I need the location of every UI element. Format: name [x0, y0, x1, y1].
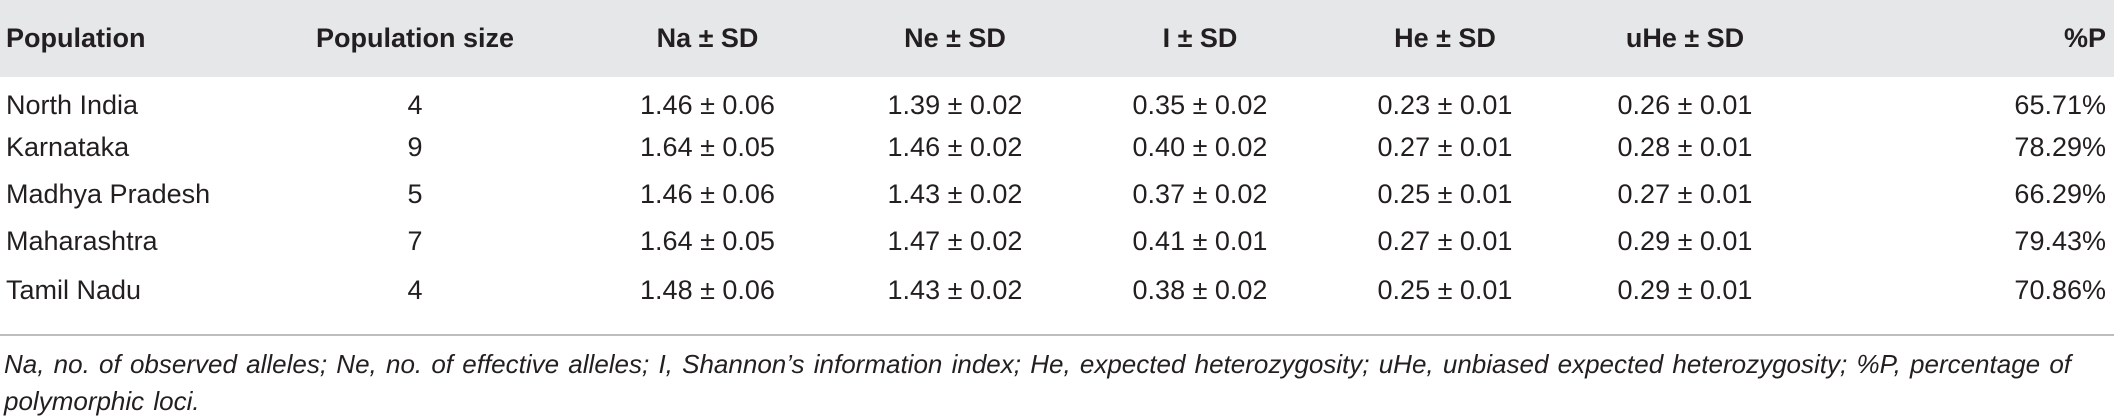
cell-population: North India: [6, 90, 139, 120]
cell-percent-p: 70.86%: [2014, 274, 2106, 305]
table-footnote: Na, no. of observed alleles; Ne, no. of …: [4, 349, 2072, 416]
cell-population-size: 5: [407, 179, 423, 209]
table-row: Tamil Nadu 4 1.48 ± 0.06 1.43 ± 0.02 0.3…: [0, 265, 2114, 315]
table-row: Karnataka 9 1.64 ± 0.05 1.46 ± 0.02 0.40…: [0, 124, 2114, 171]
header-uhe: uHe ± SD: [1625, 23, 1745, 53]
cell-uhe: 0.29 ± 0.01: [1617, 226, 1753, 256]
cell-ne: 1.47 ± 0.02: [887, 226, 1023, 256]
cell-population: Karnataka: [6, 132, 130, 162]
cell-ne: 1.39 ± 0.02: [887, 90, 1023, 120]
cell-he: 0.23 ± 0.01: [1377, 90, 1513, 120]
table-row: Madhya Pradesh 5 1.46 ± 0.06 1.43 ± 0.02…: [0, 171, 2114, 218]
cell-population: Tamil Nadu: [6, 274, 142, 305]
cell-percent-p: 79.43%: [2014, 226, 2106, 256]
header-i: I ± SD: [1162, 23, 1238, 53]
cell-he: 0.25 ± 0.01: [1377, 274, 1513, 305]
cell-i: 0.35 ± 0.02: [1132, 90, 1268, 120]
cell-ne: 1.43 ± 0.02: [887, 179, 1023, 209]
cell-i: 0.37 ± 0.02: [1132, 179, 1268, 209]
cell-percent-p: 78.29%: [2014, 132, 2106, 162]
cell-he: 0.25 ± 0.01: [1377, 179, 1513, 209]
header-population-size: Population size: [315, 23, 515, 53]
header-ne: Ne ± SD: [904, 23, 1006, 53]
cell-ne: 1.43 ± 0.02: [887, 274, 1023, 305]
cell-na: 1.64 ± 0.05: [640, 132, 775, 162]
header-percent-p: %P: [2063, 23, 2106, 53]
cell-uhe: 0.27 ± 0.01: [1617, 179, 1753, 209]
cell-population-size: 4: [407, 90, 423, 120]
cell-uhe: 0.29 ± 0.01: [1617, 274, 1753, 305]
cell-uhe: 0.26 ± 0.01: [1617, 90, 1753, 120]
table-row: North India 4 1.46 ± 0.06 1.39 ± 0.02 0.…: [0, 77, 2114, 124]
cell-population-size: 4: [407, 274, 423, 305]
cell-he: 0.27 ± 0.01: [1377, 132, 1513, 162]
table-row: Maharashtra 7 1.64 ± 0.05 1.47 ± 0.02 0.…: [0, 218, 2114, 265]
cell-population: Madhya Pradesh: [6, 179, 211, 209]
cell-percent-p: 65.71%: [2014, 90, 2106, 120]
genetic-diversity-table: Population Population size Na ± SD Ne ± …: [0, 0, 2114, 315]
table-header-row: Population Population size Na ± SD Ne ± …: [0, 0, 2114, 77]
cell-na: 1.46 ± 0.06: [640, 90, 775, 120]
cell-population-size: 7: [407, 226, 423, 256]
cell-na: 1.64 ± 0.05: [640, 226, 775, 256]
cell-he: 0.27 ± 0.01: [1377, 226, 1513, 256]
cell-uhe: 0.28 ± 0.01: [1617, 132, 1753, 162]
cell-i: 0.38 ± 0.02: [1132, 274, 1268, 305]
cell-i: 0.41 ± 0.01: [1132, 226, 1268, 256]
header-population: Population: [6, 23, 146, 53]
cell-ne: 1.46 ± 0.02: [887, 132, 1023, 162]
cell-i: 0.40 ± 0.02: [1132, 132, 1268, 162]
cell-population-size: 9: [407, 132, 423, 162]
cell-na: 1.48 ± 0.06: [640, 274, 775, 305]
header-na: Na ± SD: [656, 23, 759, 53]
cell-percent-p: 66.29%: [2014, 179, 2106, 209]
cell-population: Maharashtra: [6, 226, 158, 256]
table-bottom-rule: [0, 334, 2114, 336]
header-he: He ± SD: [1394, 23, 1496, 53]
cell-na: 1.46 ± 0.06: [640, 179, 775, 209]
